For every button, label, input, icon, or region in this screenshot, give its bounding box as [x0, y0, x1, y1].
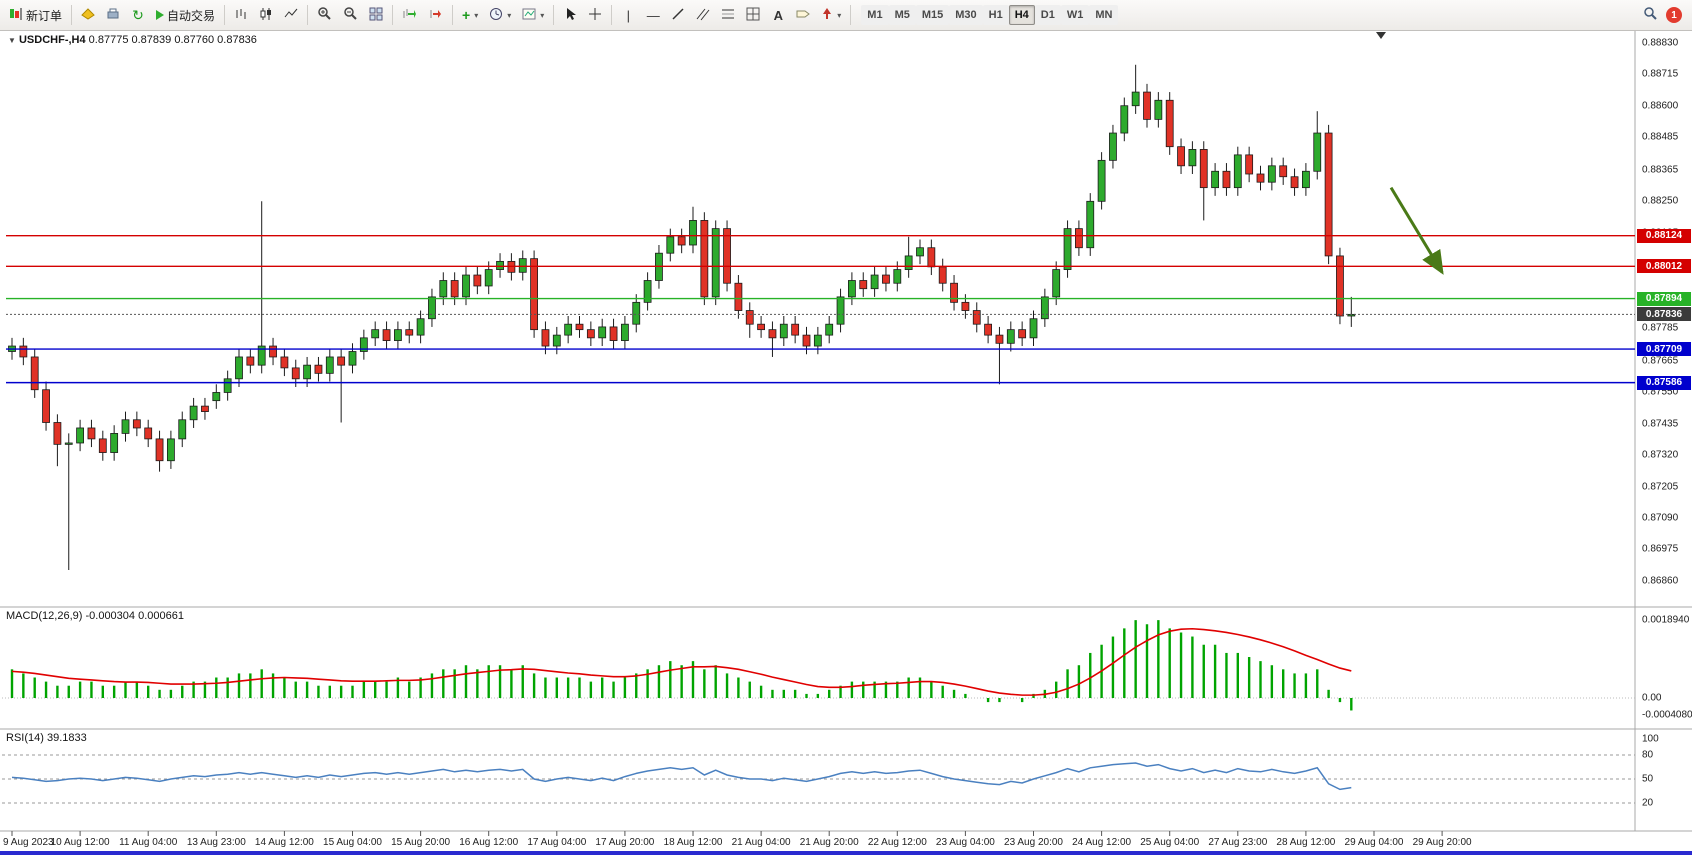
- chart-shift-icon: [428, 7, 443, 24]
- tile-windows-icon: [369, 7, 383, 24]
- search-icon: [1643, 6, 1658, 24]
- separator: [71, 5, 73, 25]
- new-order-icon: [9, 7, 23, 24]
- timeframe-button-H4[interactable]: H4: [1008, 5, 1035, 25]
- chevron-down-icon: ▾: [837, 10, 842, 20]
- separator: [392, 5, 394, 25]
- bar-chart-icon: [234, 7, 248, 24]
- chevron-down-icon: ▾: [474, 10, 479, 20]
- chevron-down-icon: ▾: [540, 10, 545, 20]
- vertical-line-button[interactable]: |: [616, 3, 640, 27]
- play-icon: [156, 10, 165, 20]
- timeframe-button-H1[interactable]: H1: [982, 5, 1009, 25]
- cursor-icon: [564, 7, 577, 24]
- separator: [224, 5, 226, 25]
- line-chart-icon: [284, 7, 298, 24]
- candlestick-chart-button[interactable]: [254, 3, 278, 27]
- refresh-icon: ↻: [132, 7, 144, 23]
- crosshair-icon: [588, 7, 602, 24]
- timeframe-button-M5[interactable]: M5: [888, 5, 916, 25]
- zoom-in-icon: [317, 6, 332, 24]
- timeframe-button-M30[interactable]: M30: [949, 5, 983, 25]
- trendline-button[interactable]: [666, 3, 690, 27]
- arrow-tools-button[interactable]: ▾: [816, 3, 846, 27]
- print-button[interactable]: [101, 3, 125, 27]
- arrow-tool-icon: [821, 7, 833, 23]
- price-axis[interactable]: [1636, 30, 1692, 831]
- templates-button[interactable]: ▾: [517, 3, 549, 27]
- periods-button[interactable]: ▾: [484, 3, 516, 27]
- separator: [452, 5, 454, 25]
- time-axis[interactable]: [0, 831, 1636, 853]
- grid-button[interactable]: [741, 3, 765, 27]
- zoom-in-button[interactable]: [312, 3, 337, 27]
- notification-badge[interactable]: 1: [1666, 7, 1682, 23]
- toolbar: 新订单 ↻ 自动交易 + ▾ ▾: [0, 0, 1692, 31]
- separator: [553, 5, 555, 25]
- channel-button[interactable]: [691, 3, 715, 27]
- fibonacci-button[interactable]: [716, 3, 740, 27]
- timeframe-button-MN[interactable]: MN: [1089, 5, 1119, 25]
- timeframe-button-M15[interactable]: M15: [915, 5, 950, 25]
- separator: [850, 5, 852, 25]
- tile-windows-button[interactable]: [364, 3, 388, 27]
- printer-icon: [106, 7, 120, 24]
- line-chart-button[interactable]: [279, 3, 303, 27]
- candlestick-icon: [259, 7, 273, 24]
- text-button[interactable]: A: [766, 3, 790, 27]
- timeframe-button-M1[interactable]: M1: [861, 5, 889, 25]
- separator: [307, 5, 309, 25]
- new-order-label: 新订单: [26, 8, 63, 23]
- clock-icon: [489, 7, 503, 24]
- bar-chart-button[interactable]: [229, 3, 253, 27]
- chevron-down-icon: ▾: [507, 10, 512, 20]
- autotrading-label: 自动交易: [167, 8, 216, 23]
- horizontal-line-icon: —: [646, 7, 660, 23]
- search-button[interactable]: [1638, 3, 1663, 27]
- add-indicator-icon: +: [462, 7, 471, 23]
- vertical-line-icon: |: [626, 7, 630, 23]
- timeframe-button-W1[interactable]: W1: [1060, 5, 1090, 25]
- refresh-button[interactable]: ↻: [126, 3, 150, 27]
- metaeditor-button[interactable]: [76, 3, 100, 27]
- grid-icon: [746, 7, 760, 24]
- zoom-out-icon: [343, 6, 358, 24]
- chart-shift-button[interactable]: [423, 3, 448, 27]
- autotrading-button[interactable]: 自动交易: [151, 3, 220, 27]
- autoscroll-button[interactable]: [397, 3, 422, 27]
- timeframe-button-D1[interactable]: D1: [1034, 5, 1061, 25]
- horizontal-line-button[interactable]: —: [641, 3, 665, 27]
- metaeditor-icon: [81, 7, 95, 24]
- zoom-out-button[interactable]: [338, 3, 363, 27]
- trendline-icon: [671, 7, 685, 24]
- separator: [611, 5, 613, 25]
- timeframe-toolbar: M1 M5 M15 M30 H1 H4 D1 W1 MN: [861, 5, 1119, 25]
- template-chart-icon: [522, 7, 536, 24]
- fibonacci-icon: [721, 7, 735, 24]
- text-icon: A: [773, 7, 783, 23]
- autoscroll-icon: [402, 7, 417, 24]
- channel-icon: [696, 7, 710, 24]
- label-tag-icon: [796, 7, 811, 24]
- crosshair-button[interactable]: [583, 3, 607, 27]
- new-order-button[interactable]: 新订单: [4, 3, 67, 27]
- text-label-button[interactable]: [791, 3, 815, 27]
- indicators-button[interactable]: + ▾: [457, 3, 483, 27]
- cursor-button[interactable]: [558, 3, 582, 27]
